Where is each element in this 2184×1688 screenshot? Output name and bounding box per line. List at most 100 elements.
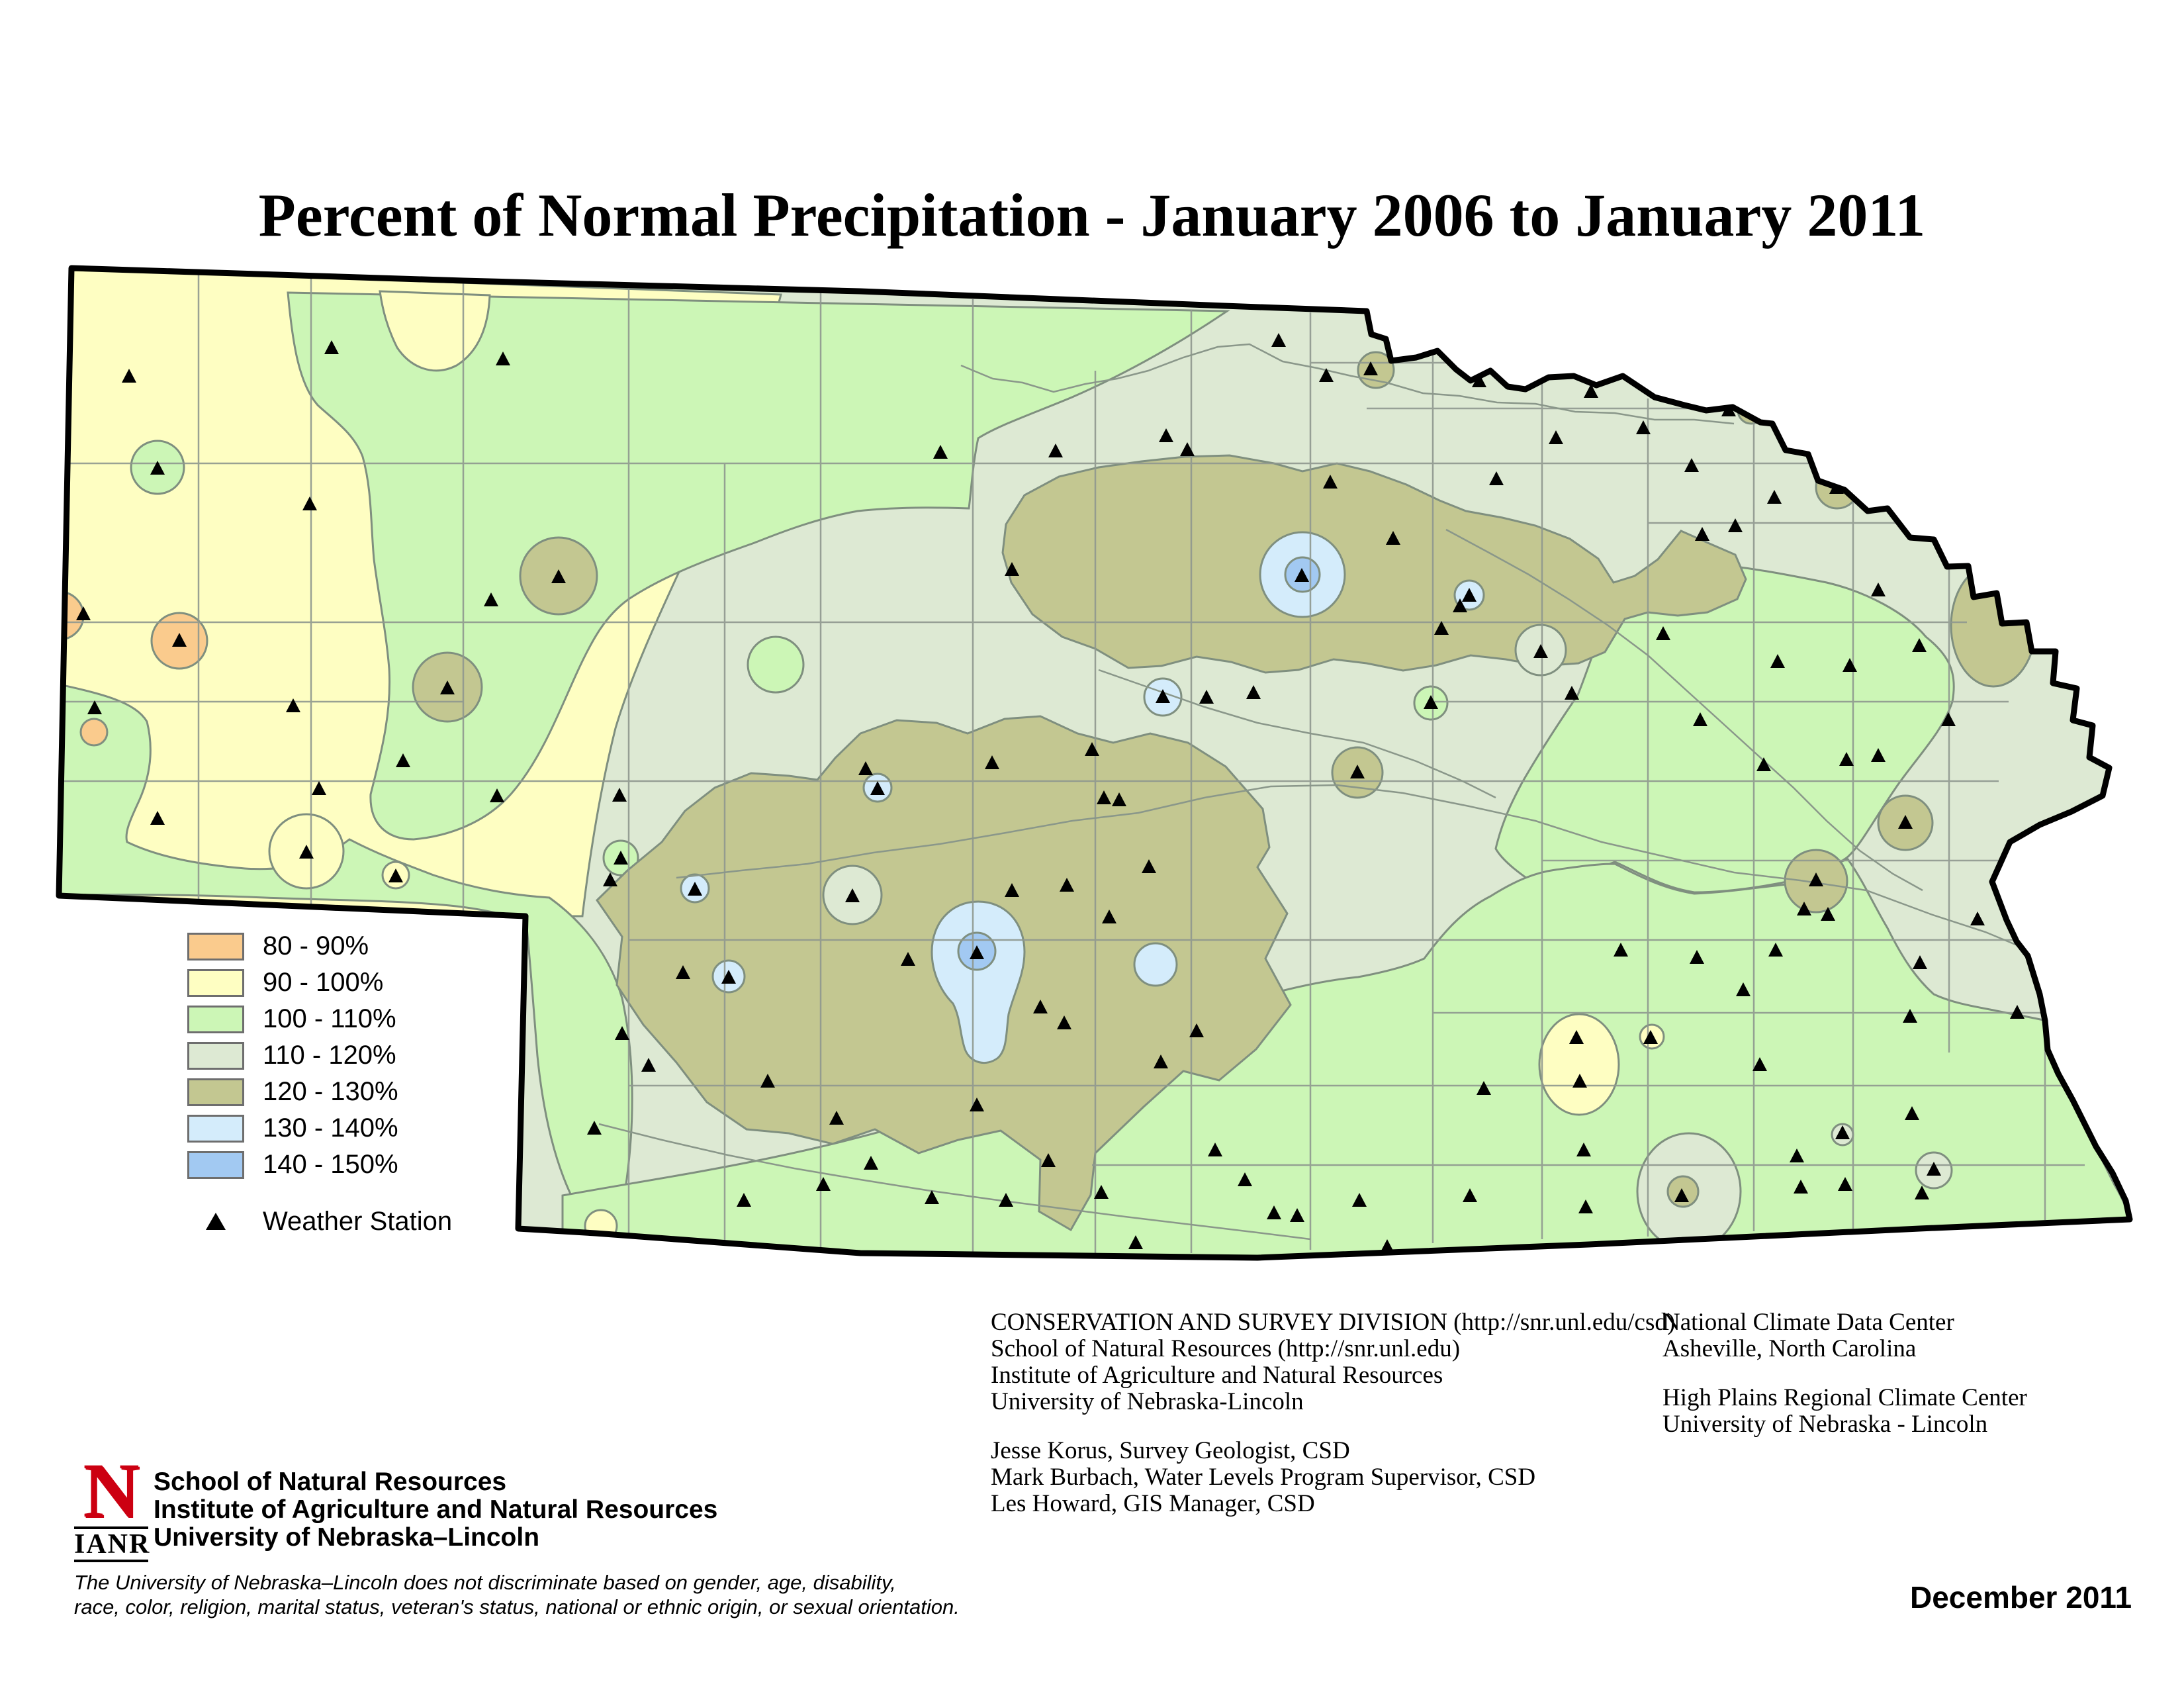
weather-station-marker <box>845 888 860 902</box>
legend-swatch <box>187 1041 244 1070</box>
legend-row: 130 - 140% <box>187 1110 452 1147</box>
legend-row: 100 - 110% <box>187 1001 452 1037</box>
map-date: December 2011 <box>1910 1580 2132 1615</box>
legend-row: 80 - 90% <box>187 928 452 964</box>
weather-station-marker <box>1156 689 1170 703</box>
weather-station-marker <box>1290 1208 1304 1222</box>
weather-station-marker <box>999 1193 1013 1207</box>
weather-station-marker <box>1768 943 1783 957</box>
weather-station-marker <box>985 755 999 769</box>
weather-station-marker <box>1636 420 1651 434</box>
weather-station-marker <box>1898 815 1913 829</box>
legend-swatch <box>187 968 244 997</box>
legend-station-row: Weather Station <box>187 1201 452 1241</box>
weather-station-marker <box>1549 430 1563 444</box>
weather-station-marker <box>1809 872 1823 886</box>
weather-station-marker <box>901 952 915 966</box>
weather-station-marker <box>1821 907 1835 921</box>
weather-station-marker <box>612 788 627 802</box>
ianr-wordmark: IANR <box>74 1526 149 1562</box>
weather-station-marker <box>970 1098 984 1111</box>
weather-station-marker <box>829 1111 844 1125</box>
weather-station-marker <box>1097 790 1111 804</box>
weather-station-marker <box>925 1190 939 1204</box>
weather-station-marker <box>1690 950 1704 964</box>
weather-station-marker <box>1352 1193 1367 1207</box>
weather-station-marker <box>1576 1143 1591 1156</box>
legend-label: 100 - 110% <box>263 1004 396 1033</box>
weather-station-icon <box>187 1211 244 1231</box>
weather-station-marker <box>1154 1055 1168 1068</box>
weather-station-marker <box>615 1026 629 1040</box>
weather-station-marker <box>1189 1023 1204 1037</box>
weather-station-marker <box>1005 883 1019 897</box>
weather-station-marker <box>1941 712 1956 726</box>
weather-station-marker <box>1489 471 1504 485</box>
credits-division: CONSERVATION AND SURVEY DIVISION (http:/… <box>991 1309 1676 1415</box>
weather-station-marker <box>1843 658 1857 672</box>
weather-station-marker <box>1453 598 1467 612</box>
weather-station-marker <box>1728 518 1743 532</box>
weather-station-marker <box>870 781 885 795</box>
weather-station-marker <box>1684 458 1699 472</box>
weather-station-marker <box>1794 1180 1808 1194</box>
legend-swatch <box>187 1114 244 1143</box>
republican-river <box>598 1123 1311 1241</box>
elkhorn-river <box>1445 528 1923 892</box>
weather-station-marker <box>858 761 873 775</box>
weather-station-marker <box>1905 1106 1919 1120</box>
weather-station-marker <box>1142 859 1156 873</box>
legend-rows: 80 - 90% 90 - 100% 100 - 110% 110 - 120% 120… <box>187 928 452 1183</box>
weather-station-marker <box>286 698 300 712</box>
weather-station-marker <box>440 680 455 694</box>
weather-station-marker <box>302 496 317 510</box>
weather-station-marker <box>603 872 617 886</box>
legend-row: 110 - 120% <box>187 1037 452 1074</box>
weather-station-marker <box>1584 384 1598 398</box>
weather-station-marker <box>1970 912 1985 925</box>
weather-station-marker <box>1790 1149 1804 1162</box>
weather-station-marker <box>1871 748 1886 762</box>
legend-label: 110 - 120% <box>263 1041 396 1070</box>
weather-station-marker <box>614 851 628 865</box>
weather-station-marker <box>1569 1030 1584 1044</box>
weather-station-marker <box>1767 490 1782 504</box>
weather-station-marker <box>76 606 91 620</box>
weather-station-marker <box>1913 955 1927 969</box>
weather-station-marker <box>1656 626 1670 640</box>
weather-station-marker <box>1434 621 1449 635</box>
weather-station-marker <box>172 633 187 647</box>
weather-station-marker <box>396 753 410 767</box>
weather-station-marker <box>1238 1172 1252 1186</box>
weather-station-marker <box>1057 1015 1071 1029</box>
weather-station-marker <box>1386 531 1400 545</box>
weather-station-marker <box>1180 442 1195 456</box>
weather-station-marker <box>1797 902 1811 915</box>
region-100-110 <box>59 291 2130 1258</box>
weather-station-marker <box>1770 654 1785 668</box>
unl-ianr-logo: N IANR <box>74 1452 149 1562</box>
weather-station-marker <box>1752 1057 1767 1071</box>
weather-station-marker <box>1578 1199 1593 1213</box>
legend-label: 90 - 100% <box>263 968 384 997</box>
legend-swatch <box>187 932 244 961</box>
rivers <box>598 343 2018 1241</box>
legend-label: 130 - 140% <box>263 1113 398 1143</box>
legend-label: 80 - 90% <box>263 931 369 961</box>
weather-station-marker <box>1533 644 1548 658</box>
legend-row: 90 - 100% <box>187 964 452 1001</box>
weather-station-marker <box>1112 792 1126 806</box>
weather-station-marker <box>2065 1064 2079 1078</box>
weather-station-marker <box>496 352 510 365</box>
weather-station-marker <box>490 788 504 802</box>
weather-station-marker <box>1462 588 1477 602</box>
legend-label: 120 - 130% <box>263 1077 398 1106</box>
platte-river <box>676 784 2018 947</box>
legend-swatch <box>187 1078 244 1106</box>
weather-station-marker <box>122 369 136 383</box>
credits-ncdc: National Climate Data Center Asheville, … <box>1662 1309 1954 1362</box>
weather-station-marker <box>816 1177 831 1191</box>
weather-station-marker <box>1927 1162 1941 1176</box>
organization-lines: School of Natural Resources Institute of… <box>154 1468 718 1552</box>
